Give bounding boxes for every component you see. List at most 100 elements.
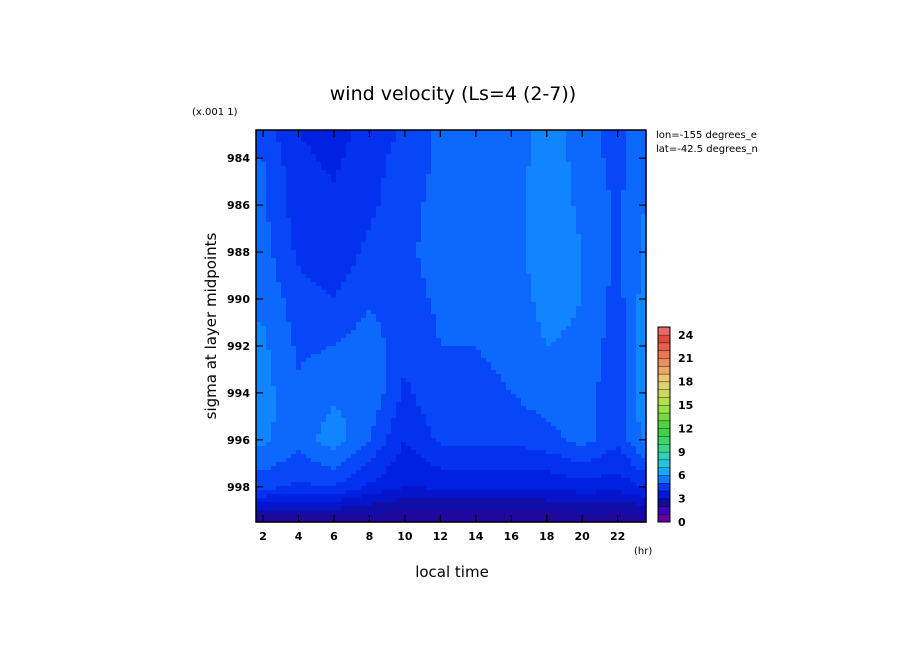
heatmap-cell bbox=[296, 302, 302, 307]
heatmap-cell bbox=[626, 214, 632, 219]
heatmap-cell bbox=[496, 378, 502, 383]
heatmap-cell bbox=[471, 314, 477, 319]
heatmap-cell bbox=[496, 262, 502, 267]
heatmap-cell bbox=[276, 378, 282, 383]
heatmap-cell bbox=[326, 330, 332, 335]
heatmap-cell bbox=[411, 346, 417, 351]
heatmap-cell bbox=[546, 350, 552, 355]
heatmap-cell bbox=[391, 326, 397, 331]
heatmap-cell bbox=[361, 150, 367, 155]
heatmap-cell bbox=[306, 342, 312, 347]
heatmap-cell bbox=[481, 370, 487, 375]
heatmap-cell bbox=[351, 186, 357, 191]
heatmap-cell bbox=[616, 218, 622, 223]
heatmap-cell bbox=[426, 326, 432, 331]
heatmap-cell bbox=[496, 314, 502, 319]
heatmap-cell bbox=[561, 202, 567, 207]
heatmap-cell bbox=[556, 158, 562, 163]
heatmap-cell bbox=[371, 262, 377, 267]
heatmap-cell bbox=[486, 238, 492, 243]
heatmap-cell bbox=[541, 298, 547, 303]
heatmap-cell bbox=[611, 306, 617, 311]
heatmap-cell bbox=[636, 254, 642, 259]
heatmap-cell bbox=[561, 210, 567, 215]
heatmap-cell bbox=[401, 222, 407, 227]
heatmap-cell bbox=[426, 226, 432, 231]
heatmap-cell bbox=[531, 190, 537, 195]
heatmap-cell bbox=[491, 274, 497, 279]
heatmap-cell bbox=[631, 226, 637, 231]
heatmap-cell bbox=[406, 326, 412, 331]
heatmap-cell bbox=[366, 346, 372, 351]
heatmap-cell bbox=[536, 142, 542, 147]
heatmap-cell bbox=[296, 314, 302, 319]
heatmap-cell bbox=[461, 130, 467, 135]
heatmap-cell bbox=[591, 238, 597, 243]
heatmap-cell bbox=[331, 250, 337, 255]
heatmap-cell bbox=[586, 150, 592, 155]
heatmap-cell bbox=[386, 362, 392, 367]
heatmap-cell bbox=[576, 382, 582, 387]
heatmap-cell bbox=[261, 198, 267, 203]
heatmap-cell bbox=[591, 354, 597, 359]
heatmap-cell bbox=[376, 214, 382, 219]
heatmap-cell bbox=[636, 286, 642, 291]
heatmap-cell bbox=[321, 346, 327, 351]
heatmap-cell bbox=[361, 234, 367, 239]
heatmap-cell bbox=[596, 370, 602, 375]
heatmap-cell bbox=[526, 354, 532, 359]
heatmap-cell bbox=[326, 214, 332, 219]
heatmap-cell bbox=[516, 298, 522, 303]
heatmap-cell bbox=[281, 334, 287, 339]
heatmap-cell bbox=[401, 278, 407, 283]
heatmap-cell bbox=[296, 234, 302, 239]
heatmap-cell bbox=[596, 198, 602, 203]
heatmap-cell bbox=[281, 190, 287, 195]
heatmap-cell bbox=[581, 230, 587, 235]
heatmap-cell bbox=[641, 242, 647, 247]
heatmap-cell bbox=[511, 294, 517, 299]
heatmap-cell bbox=[491, 302, 497, 307]
heatmap-cell bbox=[626, 362, 632, 367]
heatmap-cell bbox=[286, 218, 292, 223]
heatmap-cell bbox=[436, 218, 442, 223]
heatmap-cell bbox=[356, 134, 362, 139]
heatmap-cell bbox=[271, 218, 277, 223]
heatmap-cell bbox=[566, 158, 572, 163]
heatmap-cell bbox=[436, 278, 442, 283]
heatmap-cell bbox=[631, 178, 637, 183]
heatmap-cell bbox=[396, 278, 402, 283]
heatmap-cell bbox=[556, 166, 562, 171]
heatmap-cell bbox=[346, 334, 352, 339]
heatmap-cell bbox=[541, 226, 547, 231]
heatmap-cell bbox=[336, 282, 342, 287]
heatmap-cell bbox=[556, 326, 562, 331]
heatmap-cell bbox=[441, 182, 447, 187]
heatmap-cell bbox=[316, 246, 322, 251]
heatmap-cell bbox=[266, 138, 272, 143]
heatmap-cell bbox=[541, 378, 547, 383]
heatmap-cell bbox=[311, 134, 317, 139]
heatmap-cell bbox=[491, 314, 497, 319]
heatmap-cell bbox=[601, 210, 607, 215]
heatmap-cell bbox=[546, 202, 552, 207]
heatmap-cell bbox=[321, 226, 327, 231]
heatmap-cell bbox=[571, 278, 577, 283]
heatmap-cell bbox=[271, 314, 277, 319]
heatmap-cell bbox=[541, 270, 547, 275]
heatmap-cell bbox=[441, 302, 447, 307]
heatmap-cell bbox=[366, 134, 372, 139]
heatmap-cell bbox=[301, 302, 307, 307]
heatmap-cell bbox=[631, 242, 637, 247]
heatmap-cell bbox=[516, 326, 522, 331]
heatmap-cell bbox=[466, 378, 472, 383]
heatmap-cell bbox=[281, 230, 287, 235]
heatmap-cell bbox=[621, 162, 627, 167]
heatmap-cell bbox=[286, 258, 292, 263]
heatmap-cell bbox=[286, 330, 292, 335]
heatmap-cell bbox=[491, 186, 497, 191]
heatmap-cell bbox=[341, 138, 347, 143]
heatmap-cell bbox=[451, 366, 457, 371]
heatmap-cell bbox=[311, 142, 317, 147]
heatmap-cell bbox=[391, 298, 397, 303]
